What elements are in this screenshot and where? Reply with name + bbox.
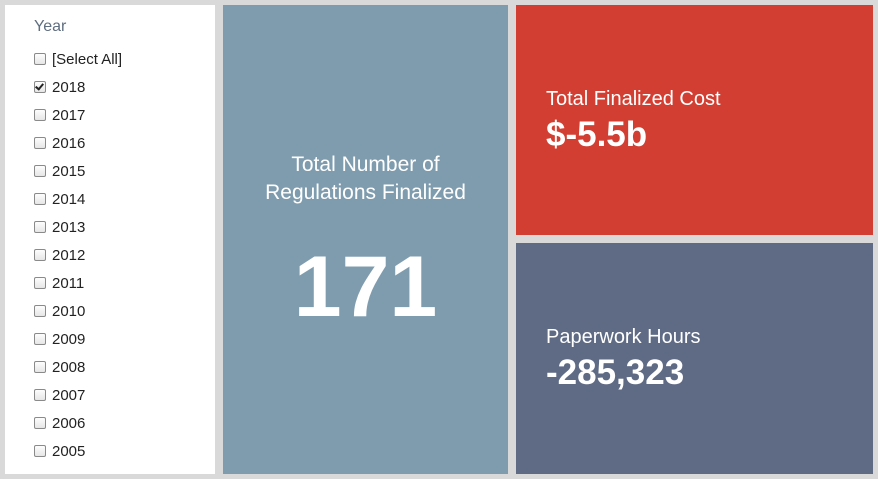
cost-value: $-5.5b	[546, 115, 648, 154]
checkbox[interactable]	[34, 81, 46, 93]
checkbox[interactable]	[34, 193, 46, 205]
checkbox[interactable]	[34, 417, 46, 429]
checkbox[interactable]	[34, 305, 46, 317]
checkbox[interactable]	[34, 361, 46, 373]
filter-item-2011[interactable]: 2011	[34, 269, 122, 297]
filter-item-2009[interactable]: 2009	[34, 325, 122, 353]
finalized-cost-tile: Total Finalized Cost $-5.5b	[516, 5, 873, 235]
filter-item-select-all[interactable]: [Select All]	[34, 45, 122, 73]
checkbox[interactable]	[34, 53, 46, 65]
checkbox[interactable]	[34, 109, 46, 121]
filter-item-2008[interactable]: 2008	[34, 353, 122, 381]
filter-item-label: 2005	[52, 442, 86, 460]
checkbox[interactable]	[34, 445, 46, 457]
filter-item-label: 2008	[52, 358, 86, 376]
filter-item-2007[interactable]: 2007	[34, 381, 122, 409]
filter-item-label: 2011	[52, 274, 85, 292]
checkbox[interactable]	[34, 333, 46, 345]
hours-label: Paperwork Hours	[546, 326, 701, 348]
filter-item-label: 2018	[52, 78, 86, 96]
filter-item-2010[interactable]: 2010	[34, 297, 122, 325]
filter-item-label: [Select All]	[52, 50, 123, 68]
filter-item-2012[interactable]: 2012	[34, 241, 122, 269]
paperwork-hours-tile: Paperwork Hours -285,323	[516, 243, 873, 474]
filter-item-2016[interactable]: 2016	[34, 129, 122, 157]
filter-item-2018[interactable]: 2018	[34, 73, 122, 101]
filter-item-label: 2013	[52, 218, 86, 236]
filter-item-2015[interactable]: 2015	[34, 157, 122, 185]
filter-item-2013[interactable]: 2013	[34, 213, 122, 241]
filter-item-2006[interactable]: 2006	[34, 409, 122, 437]
regulations-label: Total Number of Regulations Finalized	[265, 153, 466, 204]
cost-label: Total Finalized Cost	[546, 88, 721, 110]
filter-item-label: 2012	[52, 246, 86, 264]
filter-item-label: 2009	[52, 330, 86, 348]
filter-item-label: 2010	[52, 302, 86, 320]
year-filter-panel: Year [Select All] 2018 2017 2016 2015 20…	[5, 5, 215, 474]
filter-item-label: 2017	[52, 106, 86, 124]
filter-item-2017[interactable]: 2017	[34, 101, 122, 129]
filter-title: Year	[34, 18, 67, 35]
filter-item-label: 2006	[52, 414, 86, 432]
year-list: [Select All] 2018 2017 2016 2015 2014 20…	[34, 45, 122, 465]
filter-item-2014[interactable]: 2014	[34, 185, 122, 213]
filter-item-label: 2014	[52, 190, 86, 208]
regulations-count-tile: Total Number of Regulations Finalized 17…	[223, 5, 508, 474]
filter-item-label: 2015	[52, 162, 86, 180]
filter-item-2005[interactable]: 2005	[34, 437, 122, 465]
regulations-value: 171	[293, 239, 438, 335]
checkbox[interactable]	[34, 389, 46, 401]
checkbox[interactable]	[34, 165, 46, 177]
checkbox[interactable]	[34, 221, 46, 233]
checkbox[interactable]	[34, 137, 46, 149]
hours-value: -285,323	[546, 353, 685, 392]
checkbox[interactable]	[34, 249, 46, 261]
checkbox[interactable]	[34, 277, 46, 289]
filter-item-label: 2007	[52, 386, 86, 404]
filter-item-label: 2016	[52, 134, 86, 152]
